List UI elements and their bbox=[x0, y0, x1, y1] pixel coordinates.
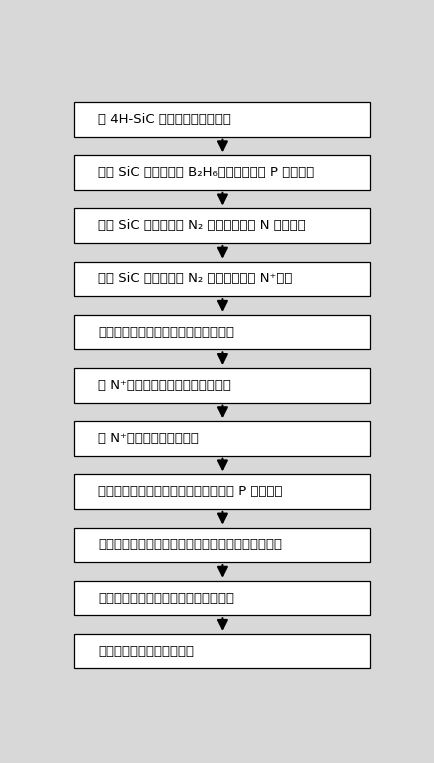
Bar bbox=[75, 581, 370, 615]
Text: 外延 SiC 层，同时经 N₂ 原位掄杂形成 N 型沟道层: 外延 SiC 层，同时经 N₂ 原位掄杂形成 N 型沟道层 bbox=[98, 219, 306, 232]
Text: 光刻、磁控溅射和金属剥离，形成栅区: 光刻、磁控溅射和金属剥离，形成栅区 bbox=[98, 591, 234, 604]
Text: 光刻、刻蚀，同时形成凹陷栅漏漂移区和凹陷栅源区: 光刻、刻蚀，同时形成凹陷栅漏漂移区和凹陷栅源区 bbox=[98, 539, 282, 552]
Bar bbox=[75, 208, 370, 243]
Text: 外延 SiC 层，同时经 B₂H₆原位掄杂形成 P 型缓冲层: 外延 SiC 层，同时经 B₂H₆原位掄杂形成 P 型缓冲层 bbox=[98, 166, 314, 179]
Bar bbox=[75, 368, 370, 403]
Bar bbox=[75, 156, 370, 190]
Text: 锶化，反刻形成电极压焊点: 锶化，反刻形成电极压焊点 bbox=[98, 645, 194, 658]
Bar bbox=[75, 527, 370, 562]
Bar bbox=[75, 421, 370, 456]
Text: 进行两次光刻和离子注入，形成阶梯型 P 型缓冲层: 进行两次光刻和离子注入，形成阶梯型 P 型缓冲层 bbox=[98, 485, 283, 498]
Text: 外延 SiC 层，同时经 N₂ 原位掄杂形成 N⁺帽层: 外延 SiC 层，同时经 N₂ 原位掄杂形成 N⁺帽层 bbox=[98, 272, 293, 285]
Text: 光刻、离子注入，形成隔离区和有源区: 光刻、离子注入，形成隔离区和有源区 bbox=[98, 326, 234, 339]
Bar bbox=[75, 102, 370, 137]
Bar bbox=[75, 315, 370, 349]
Bar bbox=[75, 475, 370, 509]
Text: 在 N⁺型帽层上形成凹沟道: 在 N⁺型帽层上形成凹沟道 bbox=[98, 432, 199, 445]
Text: 在 N⁺型帽层上形成源电极和漏电极: 在 N⁺型帽层上形成源电极和漏电极 bbox=[98, 378, 231, 392]
Bar bbox=[75, 262, 370, 296]
Bar bbox=[75, 634, 370, 668]
Text: 对 4H-SiC 半绶缘衬底进行清洗: 对 4H-SiC 半绶缘衬底进行清洗 bbox=[98, 113, 231, 126]
